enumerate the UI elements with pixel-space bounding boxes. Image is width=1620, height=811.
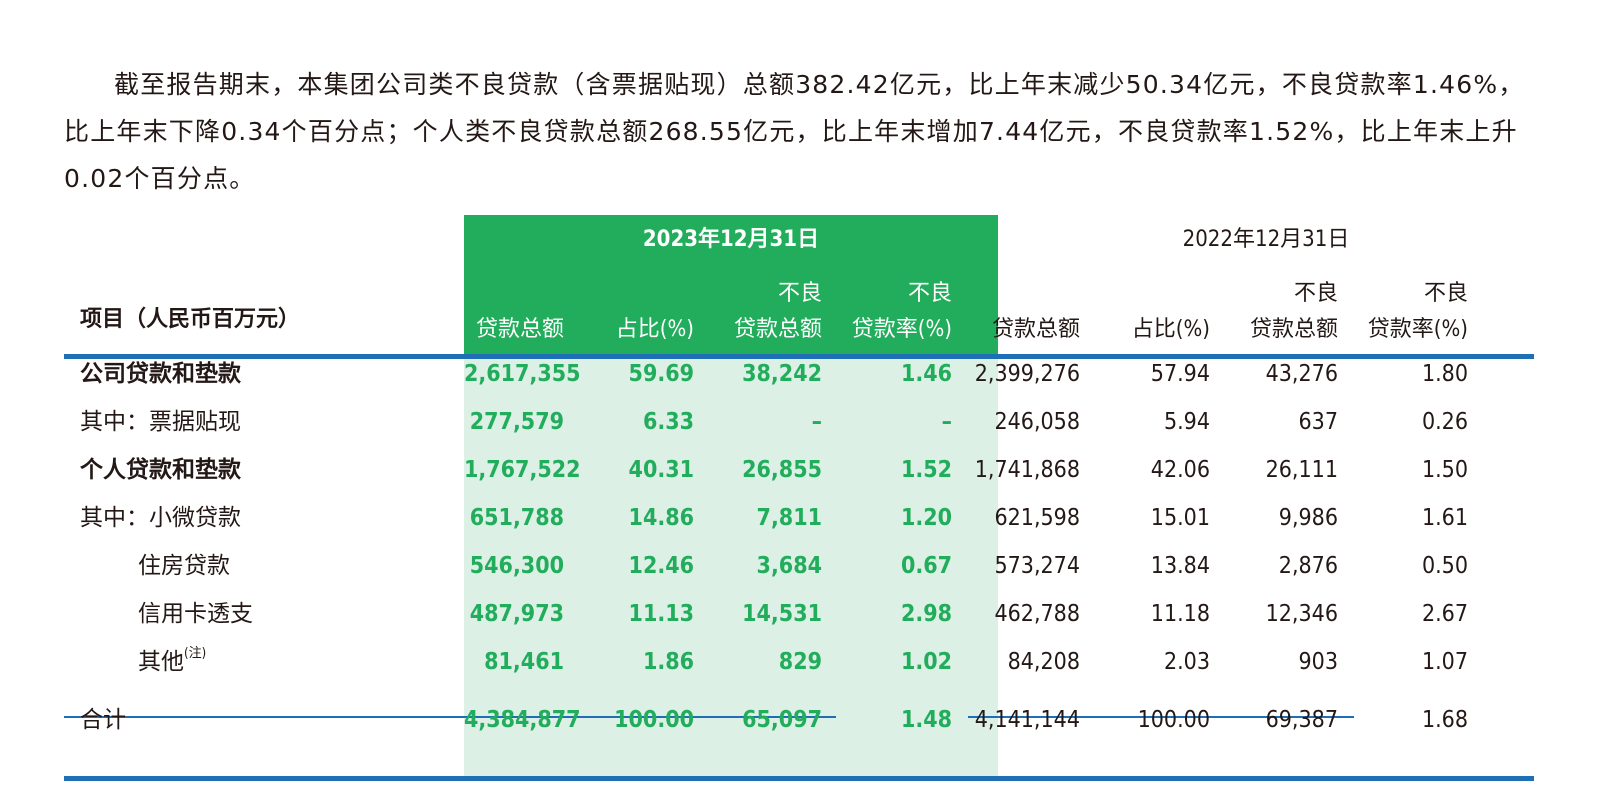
item-column-header: 项目（人民币百万元） (80, 307, 301, 332)
row-label: 其中：票据贴现 (80, 409, 241, 435)
cell-2023-loan-total: 546,300 (469, 553, 564, 579)
cell-2022-npl-ratio: 0.50 (1421, 553, 1468, 579)
period-header-2022: 2022年12月31日 (1182, 227, 1350, 252)
period-header-2023: 2023年12月31日 (642, 227, 820, 252)
cell-2022-npl-total: 69,387 (1265, 707, 1338, 733)
cell-2023-share: 100.00 (614, 707, 694, 733)
cell-2022-loan-total: 2,399,276 (974, 361, 1080, 387)
cell-2023-npl-total: 38,242 (742, 361, 822, 387)
header-2023-share: 占比(%) (615, 317, 694, 342)
cell-2022-share: 2.03 (1163, 649, 1210, 675)
row-label: 住房贷款 (138, 553, 230, 579)
table-row: 个人贷款和垫款 1,767,522 40.31 26,855 1.52 1,74… (64, 446, 1534, 494)
cell-2022-loan-total: 621,598 (994, 505, 1080, 531)
cell-2023-npl-ratio: 0.67 (900, 553, 952, 579)
cell-2023-npl-ratio: 1.52 (900, 457, 952, 483)
cell-2022-share: 11.18 (1150, 601, 1210, 627)
table-row: 信用卡透支 487,973 11.13 14,531 2.98 462,788 … (64, 590, 1534, 638)
header-2022-npl-total: 不良 贷款总额 (1249, 281, 1338, 342)
header-2023-loan-total: 贷款总额 (475, 317, 564, 342)
cell-2023-npl-total: 7,811 (756, 505, 822, 531)
table-row: 其他(注) 81,461 1.86 829 1.02 84,208 2.03 9… (64, 638, 1534, 686)
cell-2022-loan-total: 84,208 (1007, 649, 1080, 675)
row-label: 其他(注) (138, 646, 207, 675)
cell-2023-npl-ratio: 1.48 (900, 707, 952, 733)
cell-2022-share: 5.94 (1163, 409, 1210, 435)
row-label: 信用卡透支 (138, 601, 253, 627)
cell-2022-share: 57.94 (1150, 361, 1210, 387)
cell-2022-loan-total: 1,741,868 (974, 457, 1080, 483)
cell-2023-share: 12.46 (628, 553, 694, 579)
cell-2023-npl-total: – (811, 409, 822, 435)
header-2022-share: 占比(%) (1131, 317, 1210, 342)
cell-2023-npl-total: 829 (778, 649, 822, 675)
cell-2022-npl-ratio: 1.68 (1421, 707, 1468, 733)
table-bottom-rule (64, 776, 1534, 781)
summary-paragraph: 截至报告期末，本集团公司类不良贷款（含票据贴现）总额382.42亿元，比上年末减… (64, 70, 1525, 193)
cell-2023-loan-total: 81,461 (484, 649, 564, 675)
header-2023-npl-ratio: 不良 贷款率(%) (851, 281, 952, 342)
cell-2023-npl-total: 14,531 (742, 601, 822, 627)
cell-2022-npl-ratio: 1.50 (1421, 457, 1468, 483)
highlight-2023-header-band (464, 215, 998, 354)
cell-2023-share: 6.33 (642, 409, 694, 435)
header-2023-npl-total: 不良 贷款总额 (733, 281, 822, 342)
cell-2022-share: 13.84 (1150, 553, 1210, 579)
cell-2022-npl-total: 43,276 (1265, 361, 1338, 387)
cell-2023-loan-total: 4,384,877 (464, 707, 581, 733)
cell-2023-loan-total: 277,579 (469, 409, 564, 435)
header-2022-npl-ratio: 不良 贷款率(%) (1367, 281, 1468, 342)
cell-2022-npl-ratio: 2.67 (1421, 601, 1468, 627)
cell-2023-npl-ratio: 1.46 (900, 361, 952, 387)
table-row: 公司贷款和垫款 2,617,355 59.69 38,242 1.46 2,39… (64, 350, 1534, 398)
cell-2022-share: 42.06 (1150, 457, 1210, 483)
cell-2022-npl-ratio: 1.07 (1421, 649, 1468, 675)
cell-2023-share: 11.13 (628, 601, 694, 627)
cell-2023-npl-ratio: 1.20 (900, 505, 952, 531)
cell-2022-npl-total: 12,346 (1265, 601, 1338, 627)
header-2022-loan-total: 贷款总额 (991, 317, 1080, 342)
cell-2023-share: 14.86 (628, 505, 694, 531)
cell-2022-loan-total: 573,274 (994, 553, 1080, 579)
cell-2022-npl-ratio: 1.61 (1421, 505, 1468, 531)
row-label: 其中：小微贷款 (80, 505, 241, 531)
cell-2023-npl-ratio: – (941, 409, 952, 435)
npl-table: 2023年12月31日 2022年12月31日 项目（人民币百万元） 贷款总额 … (64, 215, 1534, 781)
table-row: 住房贷款 546,300 12.46 3,684 0.67 573,274 13… (64, 542, 1534, 590)
row-label: 合计 (80, 707, 126, 733)
cell-2023-share: 1.86 (642, 649, 694, 675)
cell-2023-npl-total: 26,855 (742, 457, 822, 483)
table-row-total: 合计 4,384,877 100.00 65,097 1.48 4,141,14… (64, 696, 1534, 744)
subtotal-rule-right (968, 716, 1354, 718)
cell-2023-share: 40.31 (628, 457, 694, 483)
cell-2022-npl-total: 2,876 (1278, 553, 1338, 579)
cell-2023-loan-total: 1,767,522 (464, 457, 581, 483)
note-marker: (注) (184, 646, 207, 661)
cell-2023-share: 59.69 (628, 361, 694, 387)
cell-2022-npl-total: 903 (1298, 649, 1339, 675)
table-header-rule (64, 354, 1534, 359)
cell-2023-npl-total: 3,684 (756, 553, 822, 579)
cell-2023-npl-ratio: 2.98 (900, 601, 952, 627)
cell-2022-npl-ratio: 1.80 (1421, 361, 1468, 387)
row-label: 公司贷款和垫款 (80, 361, 241, 387)
cell-2022-npl-total: 9,986 (1278, 505, 1338, 531)
cell-2023-loan-total: 487,973 (469, 601, 564, 627)
cell-2022-loan-total: 4,141,144 (974, 707, 1080, 733)
cell-2022-npl-total: 637 (1298, 409, 1339, 435)
cell-2022-share: 15.01 (1150, 505, 1210, 531)
table-row: 其中：票据贴现 277,579 6.33 – – 246,058 5.94 63… (64, 398, 1534, 446)
table-row: 其中：小微贷款 651,788 14.86 7,811 1.20 621,598… (64, 494, 1534, 542)
cell-2023-npl-total: 65,097 (742, 707, 822, 733)
cell-2022-npl-total: 26,111 (1265, 457, 1338, 483)
cell-2023-npl-ratio: 1.02 (900, 649, 952, 675)
cell-2022-loan-total: 462,788 (994, 601, 1080, 627)
cell-2022-loan-total: 246,058 (994, 409, 1080, 435)
subtotal-rule-left (64, 716, 836, 718)
cell-2023-loan-total: 2,617,355 (464, 361, 581, 387)
cell-2023-loan-total: 651,788 (469, 505, 564, 531)
cell-2022-npl-ratio: 0.26 (1421, 409, 1468, 435)
row-label: 个人贷款和垫款 (80, 457, 241, 483)
cell-2022-share: 100.00 (1137, 707, 1210, 733)
